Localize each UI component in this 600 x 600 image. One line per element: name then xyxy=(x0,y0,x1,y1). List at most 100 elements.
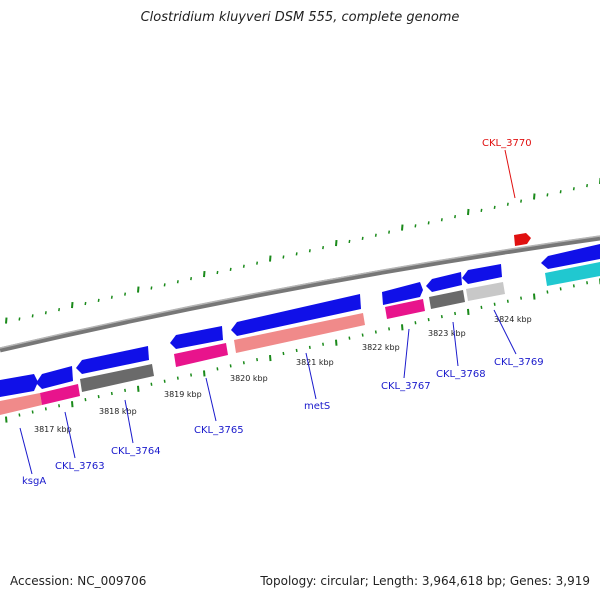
outer-tick-ring xyxy=(5,177,600,324)
minor-tick xyxy=(308,345,311,349)
feature-bar-1 xyxy=(0,393,42,415)
minor-tick xyxy=(295,252,298,256)
minor-tick xyxy=(150,382,153,386)
genome-backbone xyxy=(0,235,600,353)
gene-arrow-ckl-3770[interactable] xyxy=(514,233,531,246)
gene-arrow-2[interactable] xyxy=(36,366,73,389)
minor-tick xyxy=(18,413,21,417)
minor-tick xyxy=(520,199,523,203)
major-tick xyxy=(401,324,404,331)
minor-tick xyxy=(31,410,34,414)
minor-tick xyxy=(242,361,245,365)
minor-tick xyxy=(229,364,232,368)
major-tick xyxy=(269,355,272,362)
minor-tick xyxy=(282,255,285,259)
minor-tick xyxy=(163,283,166,287)
major-tick xyxy=(533,293,536,300)
minor-tick xyxy=(110,295,113,299)
minor-tick xyxy=(546,290,549,294)
minor-tick xyxy=(256,358,259,362)
tick-label-3821: 3821 kbp xyxy=(296,358,334,367)
minor-tick xyxy=(229,267,232,271)
gene-label-ckl-3768[interactable]: CKL_3768 xyxy=(436,369,486,380)
minor-tick xyxy=(440,314,443,319)
tick-label-3820: 3820 kbp xyxy=(230,374,268,383)
gene-arrow-9[interactable] xyxy=(541,244,600,269)
minor-tick xyxy=(506,202,509,206)
minor-tick xyxy=(282,351,285,356)
gene-label-ckl-3763[interactable]: CKL_3763 xyxy=(55,461,105,472)
minor-tick xyxy=(520,296,523,300)
tick-label-3817: 3817 kbp xyxy=(34,425,72,434)
minor-tick xyxy=(493,205,496,209)
minor-tick xyxy=(493,302,496,306)
feature-bar-6 xyxy=(385,299,425,319)
minor-tick xyxy=(176,376,179,380)
minor-tick xyxy=(586,183,589,188)
minor-tick xyxy=(308,249,311,253)
gene-arrow-7[interactable] xyxy=(426,272,462,292)
minor-tick xyxy=(84,398,87,402)
minor-tick xyxy=(163,379,166,383)
minor-tick xyxy=(559,287,562,291)
minor-tick xyxy=(454,214,457,219)
minor-tick xyxy=(97,394,100,399)
minor-tick xyxy=(190,277,193,281)
feature-bar-2 xyxy=(40,384,80,405)
minor-tick xyxy=(97,298,100,302)
gene-label-ckl-3764[interactable]: CKL_3764 xyxy=(111,446,161,457)
gene-label-ckl-3767[interactable]: CKL_3767 xyxy=(381,381,431,392)
gene-label-ksga[interactable]: ksgA xyxy=(22,476,46,487)
minor-tick xyxy=(216,270,219,275)
minor-tick xyxy=(110,391,113,396)
gene-arrow-3[interactable] xyxy=(76,346,149,374)
tick-label-3823: 3823 kbp xyxy=(428,329,466,338)
feature-bar-9 xyxy=(545,262,600,286)
gene-label-mets[interactable]: metS xyxy=(304,401,330,412)
minor-tick xyxy=(348,336,351,340)
minor-tick xyxy=(572,284,575,288)
gene-label-ckl-3769[interactable]: CKL_3769 xyxy=(494,357,544,368)
minor-tick xyxy=(176,280,179,284)
major-tick xyxy=(533,193,536,200)
gene-arrow-1[interactable] xyxy=(0,374,38,397)
gene-arrow-8[interactable] xyxy=(462,264,502,284)
minor-tick xyxy=(256,261,259,265)
minor-tick xyxy=(242,264,245,268)
feature-bar-4 xyxy=(174,343,228,367)
gene-arrow-4[interactable] xyxy=(170,326,223,349)
major-tick xyxy=(467,208,470,216)
tick-label-3824: 3824 kbp xyxy=(494,315,532,324)
major-tick xyxy=(5,416,8,423)
gene-arrow-5[interactable] xyxy=(231,294,361,336)
cds-row xyxy=(0,244,600,397)
major-tick xyxy=(137,286,140,293)
minor-tick xyxy=(480,305,483,310)
minor-tick xyxy=(44,407,47,411)
minor-tick xyxy=(374,330,377,334)
minor-tick xyxy=(124,388,127,393)
minor-tick xyxy=(427,318,430,322)
gene-label-ckl-3770[interactable]: CKL_3770 xyxy=(482,138,532,149)
gene-arrow-6[interactable] xyxy=(382,282,423,305)
major-tick xyxy=(71,301,74,309)
feature-bar-3 xyxy=(80,364,154,392)
minor-tick xyxy=(480,208,483,213)
minor-tick xyxy=(586,281,589,285)
major-tick xyxy=(335,239,338,247)
minor-tick xyxy=(546,193,549,197)
accession-label: Accession: NC_009706 xyxy=(10,574,147,588)
map-title: Clostridium kluyveri DSM 555, complete g… xyxy=(140,10,460,25)
gene-label-ckl-3765[interactable]: CKL_3765 xyxy=(194,425,244,436)
feature-row xyxy=(0,262,600,415)
minor-tick xyxy=(388,327,391,331)
minor-tick xyxy=(454,311,457,316)
scale-labels: 3817 kbp 3818 kbp 3819 kbp 3820 kbp 3821… xyxy=(34,315,532,434)
minor-tick xyxy=(414,321,417,325)
major-tick xyxy=(137,385,140,392)
minor-tick xyxy=(31,314,34,318)
major-tick xyxy=(203,270,206,278)
minor-tick xyxy=(58,404,61,408)
minor-tick xyxy=(322,246,325,250)
minor-tick xyxy=(427,221,430,225)
